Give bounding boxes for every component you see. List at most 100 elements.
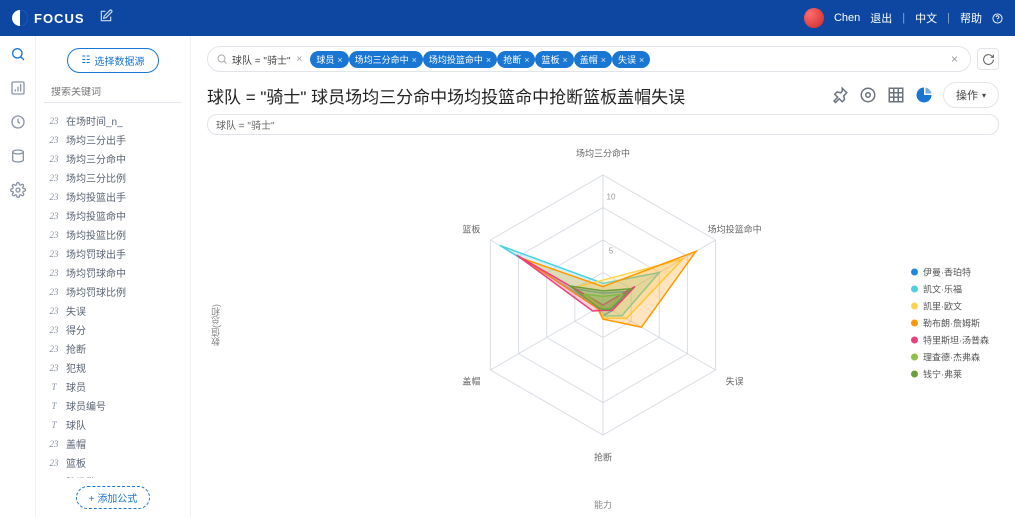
legend-item[interactable]: 特里斯坦·汤普森 [911, 334, 989, 347]
tag-remove-icon[interactable]: × [412, 55, 417, 65]
number-type-icon: 23 [48, 268, 60, 278]
search-nav-icon[interactable] [10, 46, 26, 62]
select-datasource-button[interactable]: ☷选择数据源 [67, 48, 160, 73]
field-item[interactable]: 23场均投篮比例 [44, 225, 182, 244]
field-item[interactable]: 23失误 [44, 301, 182, 320]
number-type-icon: 23 [48, 325, 60, 335]
query-tag[interactable]: 球员 × [310, 51, 348, 68]
field-item[interactable]: 23场均投篮出手 [44, 187, 182, 206]
settings-nav-icon[interactable] [10, 182, 26, 198]
radar-tick-label: 10 [607, 192, 616, 201]
sidebar: ☷选择数据源 23在场时间_n_23场均三分出手23场均三分命中23场均三分比例… [36, 36, 191, 517]
field-item[interactable]: 23场均三分命中 [44, 149, 182, 168]
add-formula-button[interactable]: + 添加公式 [76, 486, 151, 509]
legend-item[interactable]: 钱宁·弗莱 [911, 368, 989, 381]
tag-remove-icon[interactable]: × [337, 55, 342, 65]
help-link[interactable]: 帮助 [960, 10, 982, 26]
field-item[interactable]: 23 场均投篮命中 [44, 206, 182, 225]
query-tag[interactable]: 抢断 × [497, 51, 535, 68]
query-tag[interactable]: 场均投篮命中 × [423, 51, 497, 68]
field-label: 犯规 [66, 360, 86, 375]
field-label: 盖帽 [66, 436, 86, 451]
radar-axis-label: 场均三分命中 [576, 147, 630, 160]
field-label: 场均三分出手 [66, 132, 126, 147]
legend-item[interactable]: 勒布朗·詹姆斯 [911, 317, 989, 330]
query-tag[interactable]: 盖帽 × [574, 51, 612, 68]
number-type-icon: 23 [48, 173, 60, 183]
field-item[interactable]: 23在场时间_n_ [44, 111, 182, 130]
number-type-icon: 23 [48, 249, 60, 259]
field-item[interactable]: 23场均罚球出手 [44, 244, 182, 263]
field-label: 场均投篮命中 [66, 208, 126, 223]
action-button[interactable]: 操作 ▾ [943, 82, 999, 108]
query-tag[interactable]: 场均三分命中 × [349, 51, 423, 68]
sidebar-search[interactable] [44, 83, 182, 103]
text-type-icon: T [48, 420, 60, 430]
field-item[interactable]: 23 抢断 [44, 339, 182, 358]
avatar[interactable] [804, 8, 824, 28]
clear-all-icon[interactable]: × [947, 52, 962, 66]
logout-link[interactable]: 退出 [870, 10, 892, 26]
field-item[interactable]: 23得分 [44, 320, 182, 339]
field-item[interactable]: 23场均罚球命中 [44, 263, 182, 282]
legend-label: 凯里·欧文 [923, 300, 962, 313]
tag-remove-icon[interactable]: × [524, 55, 529, 65]
refresh-button[interactable] [977, 48, 999, 70]
field-label: 篮板 [66, 455, 86, 470]
dashboard-nav-icon[interactable] [10, 114, 26, 130]
legend-item[interactable]: 伊曼·香珀特 [911, 266, 989, 279]
field-item[interactable]: T 球队 [44, 415, 182, 434]
legend-item[interactable]: 凯里·欧文 [911, 300, 989, 313]
lang-link[interactable]: 中文 [915, 10, 937, 26]
pin-icon[interactable] [831, 86, 849, 104]
query-input[interactable]: 球队 = "骑士" × 球员 ×场均三分命中 ×场均投篮命中 ×抢断 ×篮板 ×… [207, 46, 971, 72]
help-icon[interactable] [992, 13, 1003, 24]
user-name[interactable]: Chen [834, 12, 860, 24]
field-label: 在场时间_n_ [66, 113, 123, 128]
number-type-icon: 23 [48, 211, 60, 221]
legend-dot [911, 337, 918, 344]
field-item[interactable]: 23场均三分比例 [44, 168, 182, 187]
field-item[interactable]: T球员 [44, 377, 182, 396]
field-item[interactable]: 23场均三分出手 [44, 130, 182, 149]
search-icon [216, 53, 228, 65]
number-type-icon: 23 [48, 154, 60, 164]
query-tag[interactable]: 篮板 × [535, 51, 573, 68]
field-item[interactable]: 23胜场数 [44, 472, 182, 478]
config-icon[interactable] [859, 86, 877, 104]
radar-chart: 数值(总和) 能力 场均三分命中场均投篮命中失误抢断盖帽篮板510 伊曼·香珀特… [207, 139, 999, 511]
field-item[interactable]: 23 犯规 [44, 358, 182, 377]
chart-nav-icon[interactable] [10, 80, 26, 96]
edit-icon[interactable] [99, 9, 113, 28]
number-type-icon: 23 [48, 192, 60, 202]
legend-item[interactable]: 理查德·杰弗森 [911, 351, 989, 364]
field-label: 球队 [66, 417, 86, 432]
legend-dot [911, 354, 918, 361]
legend-label: 钱宁·弗莱 [923, 368, 962, 381]
field-item[interactable]: 23场均罚球比例 [44, 282, 182, 301]
legend-item[interactable]: 凯文·乐福 [911, 283, 989, 296]
app-logo[interactable]: FOCUS [12, 10, 85, 26]
data-nav-icon[interactable] [10, 148, 26, 164]
logo-icon [12, 10, 28, 26]
query-clear-icon[interactable]: × [297, 54, 303, 65]
tag-remove-icon[interactable]: × [486, 55, 491, 65]
header-right: Chen 退出 | 中文 | 帮助 [804, 8, 1003, 28]
number-type-icon: 23 [48, 344, 60, 354]
table-view-icon[interactable] [887, 86, 905, 104]
field-item[interactable]: 23盖帽 [44, 434, 182, 453]
radar-axis-label: 抢断 [594, 451, 612, 464]
query-tag[interactable]: 失误 × [612, 51, 650, 68]
chart-view-icon[interactable] [915, 86, 933, 104]
tag-remove-icon[interactable]: × [639, 55, 644, 65]
sidebar-search-input[interactable] [51, 87, 183, 98]
field-item[interactable]: 23篮板 [44, 453, 182, 472]
field-list: 23在场时间_n_23场均三分出手23场均三分命中23场均三分比例23场均投篮出… [44, 111, 182, 478]
field-label: 抢断 [66, 341, 86, 356]
field-item[interactable]: T球员编号 [44, 396, 182, 415]
tag-remove-icon[interactable]: × [562, 55, 567, 65]
tag-remove-icon[interactable]: × [601, 55, 606, 65]
filter-chip[interactable]: 球队 = "骑士" [207, 114, 999, 135]
legend-dot [911, 286, 918, 293]
number-type-icon: 23 [48, 363, 60, 373]
